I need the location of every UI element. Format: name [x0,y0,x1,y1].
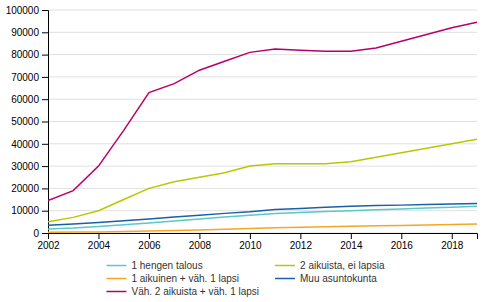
grid-line [48,99,477,100]
legend-item: 1 aikuinen + väh. 1 lapsi [106,273,239,284]
x-tick-mark [149,233,150,239]
legend-item: 1 hengen talous [106,260,202,271]
x-tick: 2006 [138,233,161,251]
y-tick-mark [42,55,48,56]
x-tick: 2014 [340,233,363,251]
x-tick-label: 2018 [441,240,464,251]
y-tick-label: 20000 [11,183,39,194]
legend-swatch [106,265,126,267]
x-tick: 2008 [189,233,212,251]
x-tick: 2016 [391,233,414,251]
legend-label: 2 aikuista, ei lapsia [300,260,385,271]
x-tick-mark [199,233,200,239]
legend-label: 1 hengen talous [131,260,202,271]
y-tick-mark [42,32,48,33]
lines [48,22,477,232]
x-tick: 2012 [290,233,313,251]
x-axis: 2002 2004 2006 2008 2010 2012 2014 2016 2018 [37,233,477,251]
y-tick: 40000 [11,139,48,150]
y-tick-mark [42,99,48,100]
y-tick: 20000 [11,183,48,194]
y-tick: 70000 [11,72,48,83]
y-tick-label: 80000 [11,49,39,60]
y-tick-mark [42,166,48,167]
legend-swatch [275,278,295,280]
grid-line [48,143,477,144]
legend-label: Muu asuntokunta [300,273,377,284]
grid-line [48,32,477,33]
y-tick: 10000 [11,205,48,216]
legend-swatch [106,291,126,293]
x-tick-label: 2012 [290,240,313,251]
plot: 2002 2004 2006 2008 2010 2012 2014 2016 2018 0 100… [6,5,478,251]
y-tick-mark [42,211,48,212]
series-line [48,139,477,222]
grid-line [48,54,477,55]
y-tick: 80000 [11,49,48,60]
grid-line [48,76,477,77]
x-tick-label: 2010 [239,240,262,251]
x-tick: 2004 [88,233,111,251]
y-tick-label: 100000 [6,5,40,16]
y-axis-line [42,11,49,234]
legend-item: Muu asuntokunta [275,273,377,284]
legend-swatch [106,278,126,280]
y-axis: 0 10000 20000 30000 40000 50000 60000 70000 8000… [6,5,49,239]
legend-item: Väh. 2 aikuista + väh. 1 lapsi [106,286,259,297]
y-tick: 0 [33,228,48,239]
y-tick-label: 40000 [11,139,39,150]
y-tick: 90000 [11,27,48,38]
y-tick-label: 10000 [11,205,39,216]
y-tick-label: 0 [33,228,39,239]
x-tick-label: 2004 [88,240,111,251]
y-tick-label: 30000 [11,161,39,172]
legend-swatch [275,265,295,267]
legend: 1 hengen talous 1 aikuinen + väh. 1 lapsi… [106,260,385,297]
x-tick-mark [300,233,301,239]
y-tick: 100000 [6,5,48,16]
grid-line [48,188,477,189]
x-tick-mark [452,233,453,239]
x-tick-mark [98,233,99,239]
y-tick-label: 60000 [11,94,39,105]
series-line [48,224,477,232]
series-line [48,22,477,200]
y-tick-mark [42,188,48,189]
legend-label: 1 aikuinen + väh. 1 lapsi [131,273,239,284]
legend-item: 2 aikuista, ei lapsia [275,260,385,271]
series-line [48,204,477,226]
x-tick: 2002 [37,233,60,251]
x-tick: 2010 [239,233,262,251]
y-tick-label: 70000 [11,72,39,83]
x-tick-label: 2006 [138,240,161,251]
y-tick: 50000 [11,116,48,127]
x-tick-mark [401,233,402,239]
y-tick-mark [42,77,48,78]
y-tick-mark [42,10,48,11]
x-tick: 2018 [441,233,464,251]
y-tick-label: 90000 [11,27,39,38]
chart: 2002 2004 2006 2008 2010 2012 2014 2016 2018 0 100… [0,0,491,302]
x-tick-mark [351,233,352,239]
y-tick-mark [42,233,48,234]
y-tick: 60000 [11,94,48,105]
x-tick-label: 2016 [391,240,414,251]
x-tick-label: 2002 [37,240,60,251]
grid [48,10,477,233]
legend-label: Väh. 2 aikuista + väh. 1 lapsi [131,286,259,297]
y-tick-mark [42,122,48,123]
x-tick-label: 2008 [189,240,212,251]
y-tick-label: 50000 [11,116,39,127]
x-tick-mark [250,233,251,239]
y-tick-mark [42,144,48,145]
grid-line [48,166,477,167]
x-axis-line [49,234,478,240]
grid-line [48,121,477,122]
x-tick-label: 2014 [340,240,363,251]
grid-line [48,10,477,11]
y-tick: 30000 [11,161,48,172]
